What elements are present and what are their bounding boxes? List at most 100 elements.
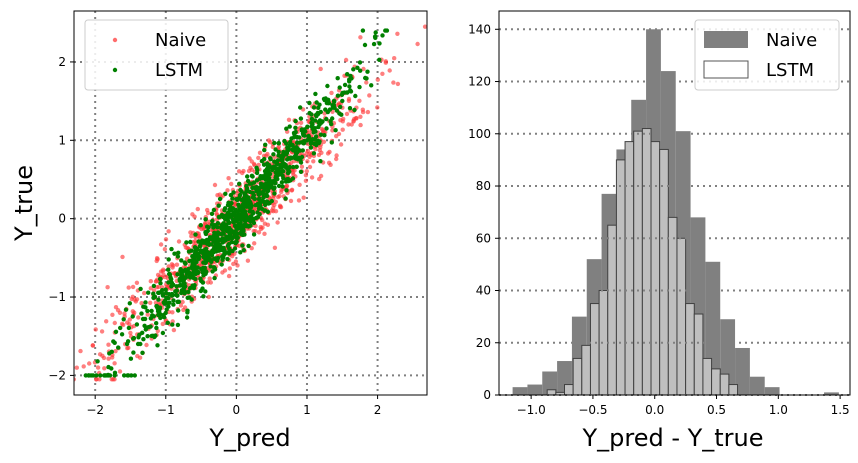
scatter-point-naive — [262, 231, 267, 236]
scatter-point-lstm — [186, 289, 191, 295]
scatter-point-naive — [241, 168, 246, 174]
scatter-point-lstm — [163, 287, 168, 292]
scatter-point-lstm — [176, 308, 181, 313]
histogram-x-tick-label: −1.0 — [517, 403, 546, 417]
scatter-point-naive — [206, 294, 211, 300]
scatter-point-naive — [215, 193, 220, 198]
scatter-point-lstm — [179, 278, 184, 283]
scatter-point-lstm — [335, 76, 340, 81]
scatter-point-naive — [392, 56, 397, 61]
scatter-point-naive — [154, 279, 159, 284]
scatter-point-naive — [309, 175, 315, 180]
scatter-point-lstm — [238, 250, 243, 255]
scatter-point-lstm — [244, 204, 249, 209]
scatter-point-naive — [182, 305, 188, 310]
scatter-point-naive — [197, 235, 202, 241]
scatter-point-naive — [94, 377, 99, 382]
histogram-x-axis-label: Y_pred - Y_true — [581, 424, 763, 452]
scatter-legend: Naive LSTM — [84, 19, 229, 91]
scatter-point-lstm — [171, 302, 176, 307]
scatter-point-naive — [395, 81, 401, 87]
scatter-point-lstm — [160, 293, 166, 298]
scatter-point-lstm — [352, 107, 357, 113]
scatter-point-lstm — [116, 345, 121, 350]
scatter-point-lstm — [183, 261, 188, 266]
scatter-point-lstm — [243, 222, 248, 227]
scatter-point-naive — [97, 352, 103, 357]
scatter-point-lstm — [129, 373, 134, 378]
histogram-bar-lstm — [633, 130, 643, 395]
scatter-point-lstm — [158, 315, 163, 321]
scatter-point-lstm — [286, 147, 291, 153]
scatter-point-lstm — [279, 158, 284, 163]
histogram-y-tick-label: 120 — [468, 75, 491, 89]
scatter-point-lstm — [196, 239, 201, 244]
scatter-point-lstm — [325, 83, 330, 89]
scatter-point-lstm — [300, 148, 305, 153]
scatter-point-lstm — [349, 76, 354, 81]
scatter-point-lstm — [232, 212, 237, 218]
scatter-point-lstm — [221, 231, 226, 236]
scatter-point-lstm — [126, 325, 132, 331]
scatter-point-lstm — [340, 98, 345, 104]
scatter-point-naive — [349, 122, 354, 127]
scatter-point-lstm — [221, 245, 226, 251]
scatter-point-lstm — [184, 315, 190, 320]
scatter-point-lstm — [213, 256, 218, 261]
scatter-point-lstm — [215, 230, 221, 235]
scatter-point-naive — [360, 109, 366, 115]
scatter-point-lstm — [158, 276, 163, 282]
scatter-point-lstm — [236, 202, 241, 207]
scatter-point-lstm — [232, 246, 238, 251]
scatter-point-lstm — [339, 92, 345, 98]
scatter-point-lstm — [185, 295, 190, 300]
scatter-point-naive — [112, 320, 118, 326]
scatter-point-lstm — [245, 216, 250, 221]
scatter-point-naive — [318, 145, 323, 150]
scatter-point-naive — [334, 153, 339, 158]
scatter-point-lstm — [284, 126, 289, 131]
scatter-point-naive — [74, 365, 80, 370]
scatter-point-lstm — [142, 323, 147, 328]
scatter-point-lstm — [298, 105, 303, 110]
scatter-point-lstm — [171, 298, 176, 303]
legend-naive-hist-label: Naive — [766, 30, 817, 51]
scatter-point-naive — [338, 142, 344, 147]
scatter-point-lstm — [123, 307, 129, 312]
histogram-x-tick-label: −0.5 — [578, 403, 607, 417]
scatter-point-naive — [338, 118, 343, 123]
scatter-point-naive — [256, 230, 262, 235]
scatter-point-naive — [154, 258, 159, 264]
scatter-point-lstm — [227, 251, 232, 256]
scatter-point-lstm — [287, 143, 293, 148]
scatter-point-lstm — [313, 118, 318, 123]
scatter-point-lstm — [170, 322, 175, 327]
scatter-point-lstm — [248, 205, 253, 210]
scatter-point-lstm — [179, 258, 184, 263]
histogram-bar-lstm — [676, 237, 687, 395]
histogram-bar-lstm — [711, 368, 721, 395]
scatter-point-lstm — [322, 133, 327, 138]
scatter-point-lstm — [257, 201, 263, 206]
scatter-point-lstm — [276, 183, 282, 189]
scatter-point-lstm — [175, 272, 180, 277]
scatter-x-tick-label: 2 — [374, 403, 382, 417]
scatter-ticks: −2 −1 0 1 2 −2 −1 0 1 2 — [48, 55, 381, 417]
scatter-point-lstm — [231, 190, 236, 195]
scatter-point-lstm — [179, 290, 184, 296]
scatter-point-naive — [117, 369, 123, 374]
scatter-point-lstm — [261, 195, 266, 200]
scatter-point-lstm — [284, 152, 289, 157]
scatter-point-lstm — [167, 271, 172, 277]
scatter-point-lstm — [240, 243, 245, 248]
scatter-point-lstm — [121, 317, 126, 322]
scatter-point-naive — [304, 169, 309, 174]
scatter-point-lstm — [190, 275, 195, 280]
scatter-point-lstm — [219, 262, 224, 267]
scatter-point-lstm — [151, 283, 157, 289]
scatter-x-axis-label: Y_pred — [208, 424, 290, 452]
scatter-point-naive — [121, 322, 126, 328]
histogram-bar-lstm — [693, 313, 704, 395]
scatter-point-naive — [245, 258, 251, 263]
scatter-point-lstm — [173, 289, 178, 294]
